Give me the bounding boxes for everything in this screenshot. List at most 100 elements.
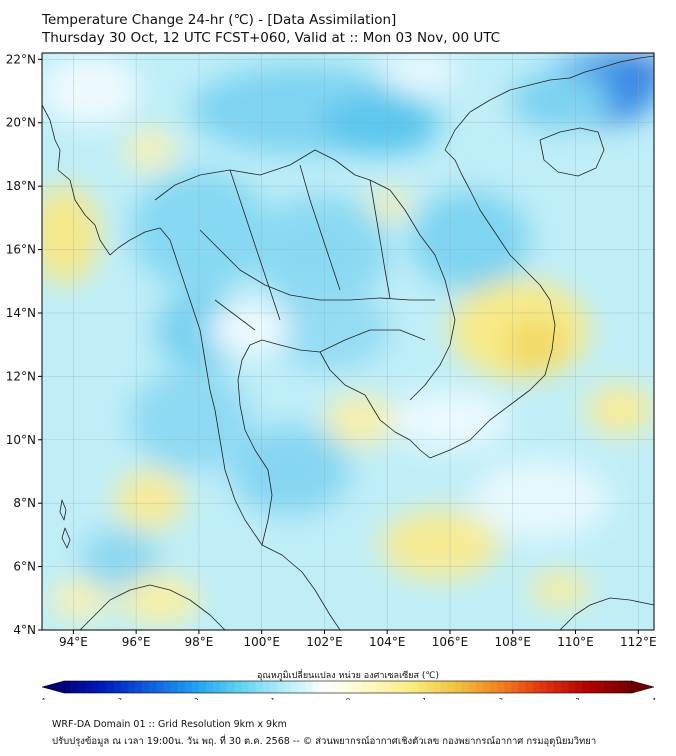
map-frame bbox=[41, 52, 655, 631]
colorbar-cell bbox=[99, 681, 107, 693]
colorbar-cell bbox=[142, 681, 150, 693]
colorbar-cell bbox=[404, 681, 413, 693]
colorbar-cell bbox=[383, 681, 391, 693]
colorbar-tick-label: -3 bbox=[115, 697, 122, 700]
colorbar-cell bbox=[262, 681, 271, 693]
colorbar-cell bbox=[291, 681, 299, 693]
lat-tick-label: 8°N bbox=[13, 496, 36, 510]
colorbar-cell bbox=[248, 681, 256, 693]
temperature-field bbox=[42, 53, 654, 630]
colorbar-cell bbox=[376, 681, 384, 693]
colorbar-cell bbox=[603, 681, 611, 693]
colorbar-cell bbox=[120, 681, 129, 693]
lat-tick-label: 14°N bbox=[6, 306, 36, 320]
colorbar-cell bbox=[135, 681, 143, 693]
longitude-axis: 94°E 96°E 98°E 100°E 102°E 104°E 106°E 108°E 110… bbox=[59, 630, 657, 649]
latitude-axis: 4°N 6°N 8°N 10°N 12°N 14°N 16°N 18°N 20°N 22°N bbox=[6, 52, 42, 637]
colorbar-cell bbox=[397, 681, 406, 693]
colorbar-cell bbox=[206, 681, 214, 693]
colorbar-cell bbox=[390, 681, 398, 693]
lon-tick-label: 98°E bbox=[184, 635, 213, 649]
colorbar-cell bbox=[468, 681, 477, 693]
colorbar-cell bbox=[419, 681, 427, 693]
colorbar-cell bbox=[277, 681, 285, 693]
colorbar-cell bbox=[255, 681, 264, 693]
colorbar-tick-label: 4 bbox=[652, 697, 657, 700]
colorbar-cell bbox=[582, 681, 590, 693]
colorbar-cell bbox=[191, 681, 200, 693]
lat-tick-label: 10°N bbox=[6, 433, 36, 447]
colorbar-tick-label: 3 bbox=[575, 697, 579, 700]
colorbar-cell bbox=[284, 681, 292, 693]
colorbar-cells bbox=[63, 680, 633, 694]
colorbar-cell bbox=[149, 681, 157, 693]
colorbar-cell bbox=[504, 681, 512, 693]
colorbar-cell bbox=[305, 681, 313, 693]
colorbar-cell bbox=[411, 681, 420, 693]
colorbar-cell bbox=[298, 681, 306, 693]
lat-tick-label: 4°N bbox=[13, 623, 36, 637]
colorbar-tick-label: 2 bbox=[499, 697, 503, 700]
colorbar-cell bbox=[440, 681, 448, 693]
colorbar-cell bbox=[568, 681, 576, 693]
chart-subtitle: Thursday 30 Oct, 12 UTC FCST+060, Valid … bbox=[42, 30, 501, 46]
colorbar-cell bbox=[348, 681, 356, 693]
colorbar-cell bbox=[227, 681, 235, 693]
colorbar-cell bbox=[447, 681, 455, 693]
colorbar-cell bbox=[78, 681, 86, 693]
colorbar-cell bbox=[624, 681, 633, 693]
colorbar-min-arrow bbox=[41, 680, 65, 694]
lon-tick-label: 110°E bbox=[557, 635, 594, 649]
colorbar-cell bbox=[546, 681, 555, 693]
colorbar-cell bbox=[355, 681, 363, 693]
lon-tick-label: 96°E bbox=[122, 635, 151, 649]
colorbar-cell bbox=[490, 681, 498, 693]
colorbar-cell bbox=[369, 681, 377, 693]
colorbar-cell bbox=[269, 681, 278, 693]
map-figure: 94°E 96°E 98°E 100°E 102°E 104°E 106°E 108°E 110… bbox=[6, 52, 657, 700]
footer-domain-info: WRF-DA Domain 01 :: Grid Resolution 9km … bbox=[52, 719, 287, 730]
colorbar-title: อุณหภูมิเปลี่ยนแปลง หน่วย องศาเซลเซียส (… bbox=[257, 668, 439, 681]
colorbar-cell bbox=[561, 681, 569, 693]
colorbar-cell bbox=[511, 681, 519, 693]
lon-tick-label: 102°E bbox=[306, 635, 343, 649]
footer-update-info: ปรับปรุงข้อมูล ณ เวลา 19:00น. วัน พฤ. ที… bbox=[52, 736, 597, 747]
lat-tick-label: 12°N bbox=[6, 369, 36, 383]
colorbar-cell bbox=[553, 681, 562, 693]
colorbar-cell bbox=[170, 681, 178, 693]
colorbar-cell bbox=[326, 681, 335, 693]
colorbar-cell bbox=[617, 681, 626, 693]
lon-tick-label: 106°E bbox=[432, 635, 469, 649]
graticule-lines bbox=[42, 53, 654, 630]
lon-tick-label: 104°E bbox=[369, 635, 406, 649]
colorbar-cell bbox=[333, 681, 342, 693]
chart-title: Temperature Change 24-hr (℃) - [Data Ass… bbox=[42, 12, 397, 28]
lon-tick-label: 108°E bbox=[495, 635, 532, 649]
colorbar-cell bbox=[85, 681, 93, 693]
colorbar-cell bbox=[539, 681, 548, 693]
colorbar-cell bbox=[71, 681, 79, 693]
colorbar-cell bbox=[575, 681, 583, 693]
colorbar-cell bbox=[340, 681, 349, 693]
lat-tick-label: 18°N bbox=[6, 179, 36, 193]
colorbar-cell bbox=[64, 681, 72, 693]
coastlines-and-borders bbox=[42, 55, 654, 630]
colorbar-cell bbox=[497, 681, 505, 693]
colorbar-cell bbox=[113, 681, 122, 693]
colorbar-cell bbox=[610, 681, 619, 693]
colorbar-tick-label: 0 bbox=[346, 697, 350, 700]
colorbar-cell bbox=[127, 681, 136, 693]
colorbar-tick-label: -1 bbox=[268, 697, 275, 700]
colorbar-cell bbox=[241, 681, 249, 693]
colorbar-max-arrow bbox=[631, 680, 655, 694]
colorbar-tick-label: -4 bbox=[39, 697, 47, 700]
colorbar-cell bbox=[198, 681, 207, 693]
lat-tick-label: 20°N bbox=[6, 116, 36, 130]
colorbar-cell bbox=[319, 681, 327, 693]
colorbar-cell bbox=[213, 681, 221, 693]
colorbar-cell bbox=[482, 681, 491, 693]
colorbar-cell bbox=[362, 681, 370, 693]
lon-tick-label: 94°E bbox=[59, 635, 88, 649]
lon-tick-label: 112°E bbox=[620, 635, 657, 649]
colorbar-cell bbox=[433, 681, 441, 693]
